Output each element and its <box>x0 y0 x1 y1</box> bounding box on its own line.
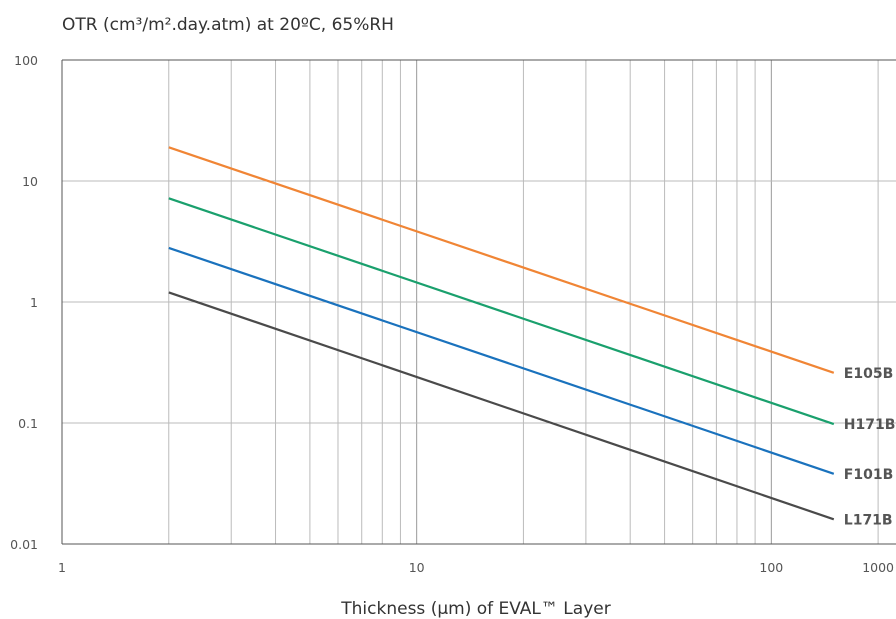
grid <box>62 60 896 544</box>
x-tick-label: 100 <box>759 560 783 575</box>
series-label-e105b: E105B <box>844 366 893 382</box>
x-tick-label: 1000 <box>862 560 894 575</box>
tick-labels: 100 10 1 0.1 0.01 1 10 100 1000 <box>10 53 894 575</box>
y-tick-label: 0.1 <box>18 416 38 431</box>
y-tick-label: 100 <box>14 53 38 68</box>
y-tick-label: 10 <box>22 174 38 189</box>
series-label-h171b: H171B <box>844 417 896 433</box>
y-tick-label: 0.01 <box>10 537 38 552</box>
series-lines <box>168 146 835 521</box>
series-line-e105b <box>168 146 835 374</box>
y-axis-title: OTR (cm³/m².day.atm) at 20ºC, 65%RH <box>62 15 394 35</box>
series-label-l171b: L171B <box>844 512 893 528</box>
series-line-l171b <box>168 291 835 521</box>
series-line-h171b <box>168 197 835 426</box>
series-labels: E105B H171B F101B L171B <box>844 366 896 529</box>
series-label-f101b: F101B <box>844 467 893 483</box>
y-tick-label: 1 <box>30 295 38 310</box>
axes <box>61 59 896 545</box>
series-line-f101b <box>168 246 835 475</box>
x-axis-title: Thickness (µm) of EVAL™ Layer <box>340 599 610 619</box>
x-tick-label: 10 <box>409 560 425 575</box>
x-tick-label: 1 <box>58 560 66 575</box>
